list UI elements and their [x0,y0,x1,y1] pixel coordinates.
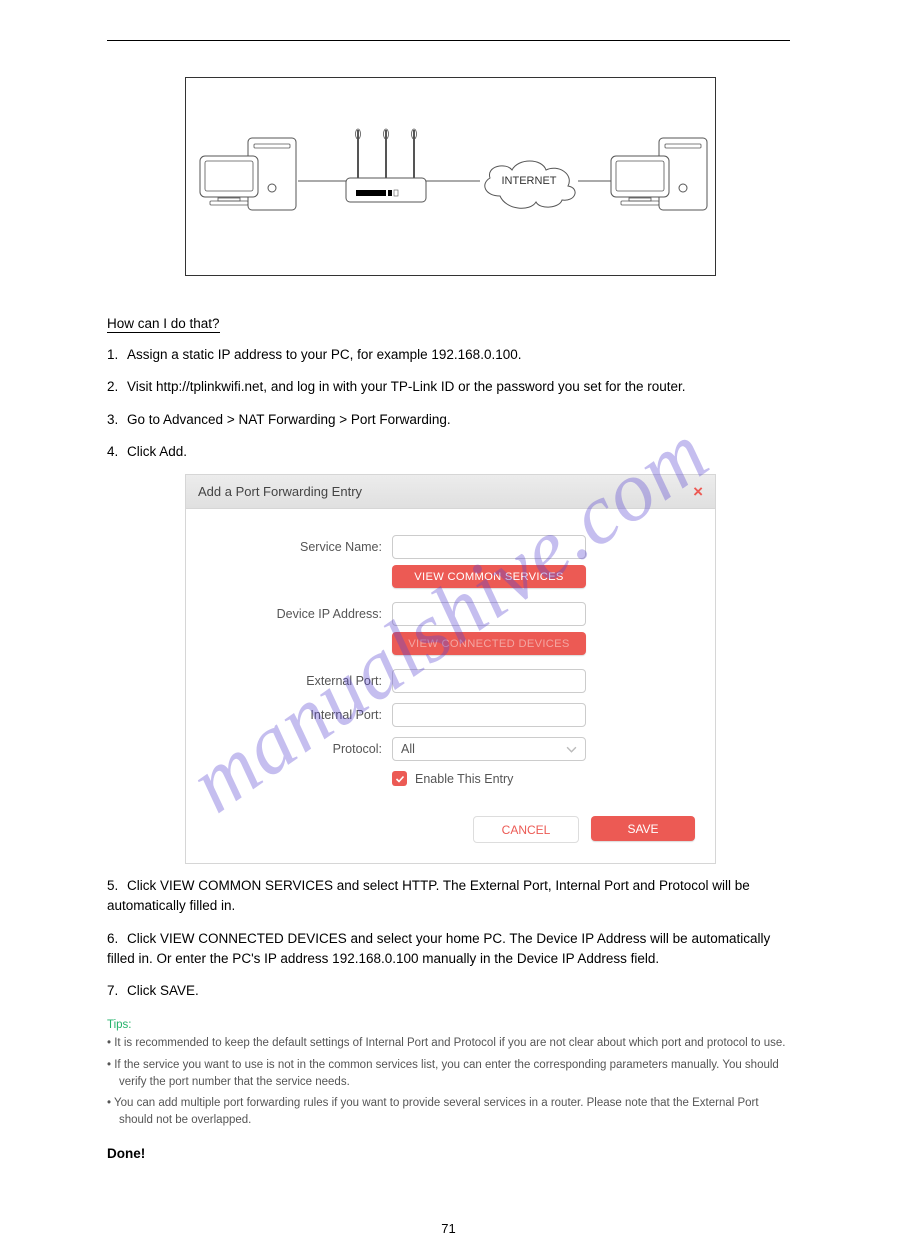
header-right: NAT Forwarding [725,36,790,46]
modal-header: Add a Port Forwarding Entry × [186,475,715,509]
close-icon[interactable]: × [693,482,703,502]
external-port-input[interactable] [392,669,586,693]
tip-2: If the service you want to use is not in… [107,1057,790,1092]
chevron-down-icon [566,744,577,755]
step-3: 3.Go to Advanced > NAT Forwarding > Port… [107,410,790,430]
header-left: Chapter 13 [107,36,152,46]
done-label: Done! [107,1146,790,1161]
device-ip-input[interactable] [392,602,586,626]
enable-checkbox[interactable]: Enable This Entry [392,771,513,786]
external-port-label: External Port: [206,674,392,688]
internal-port-label: Internal Port: [206,708,392,722]
device-ip-label: Device IP Address: [206,607,392,621]
step-4: 4.Click Add. [107,442,790,462]
internal-port-input[interactable] [392,703,586,727]
page-number: 71 [107,1221,790,1236]
tip-3: You can add multiple port forwarding rul… [107,1095,790,1130]
how-label: How can I do that? [107,316,220,333]
view-connected-devices-button[interactable]: VIEW CONNECTED DEVICES [392,632,586,655]
check-icon [392,771,407,786]
protocol-select[interactable]: All [392,737,586,761]
view-common-services-button[interactable]: VIEW COMMON SERVICES [392,565,586,588]
protocol-label: Protocol: [206,742,392,756]
service-name-label: Service Name: [206,540,392,554]
step-5: 5.Click VIEW COMMON SERVICES and select … [107,876,790,917]
modal-title: Add a Port Forwarding Entry [198,484,362,499]
step-6: 6.Click VIEW CONNECTED DEVICES and selec… [107,929,790,970]
tips-heading: Tips: [107,1019,790,1031]
step-1: 1.Assign a static IP address to your PC,… [107,345,790,365]
cancel-button[interactable]: CANCEL [473,816,579,843]
service-name-input[interactable] [392,535,586,559]
port-forwarding-modal: Add a Port Forwarding Entry × Service Na… [185,474,716,864]
step-7: 7.Click SAVE. [107,981,790,1001]
save-button[interactable]: SAVE [591,816,695,841]
tip-1: It is recommended to keep the default se… [107,1035,790,1052]
svg-text:INTERNET: INTERNET [502,175,557,187]
network-diagram: INTERNET [185,77,716,276]
enable-label: Enable This Entry [415,772,513,786]
top-rule [107,40,790,41]
step-2: 2.Visit http://tplinkwifi.net, and log i… [107,377,790,397]
